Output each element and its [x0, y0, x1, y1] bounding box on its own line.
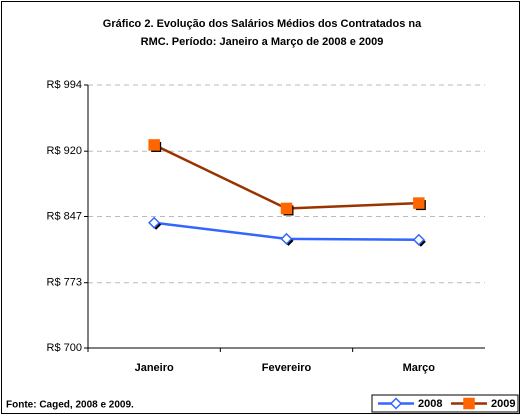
y-tick-label: R$ 700	[47, 342, 82, 354]
data-point	[148, 139, 160, 151]
legend-marker	[389, 397, 403, 410]
x-tick-label: Fevereiro	[262, 362, 312, 374]
y-tick-label: R$ 773	[47, 277, 82, 289]
legend-label: 2009	[491, 398, 515, 410]
x-tick-label: Janeiro	[135, 362, 174, 374]
data-point	[412, 233, 425, 246]
data-point	[413, 197, 425, 209]
chart-title: RMC. Período: Janeiro a Março de 2008 e …	[141, 36, 384, 48]
y-tick-label: R$ 920	[47, 145, 82, 157]
data-point	[280, 232, 293, 245]
data-point	[148, 216, 161, 229]
legend-box	[371, 394, 519, 413]
x-tick-label: Março	[403, 362, 436, 374]
y-tick-label: R$ 994	[47, 79, 82, 91]
legend-label: 2008	[418, 398, 442, 410]
legend-marker	[463, 397, 475, 410]
y-tick-label: R$ 847	[47, 210, 82, 222]
data-point	[280, 202, 293, 215]
source-note: Fonte: Caged, 2008 e 2009.	[6, 400, 134, 411]
chart-title: Gráfico 2. Evolução dos Salários Médios …	[103, 18, 422, 30]
